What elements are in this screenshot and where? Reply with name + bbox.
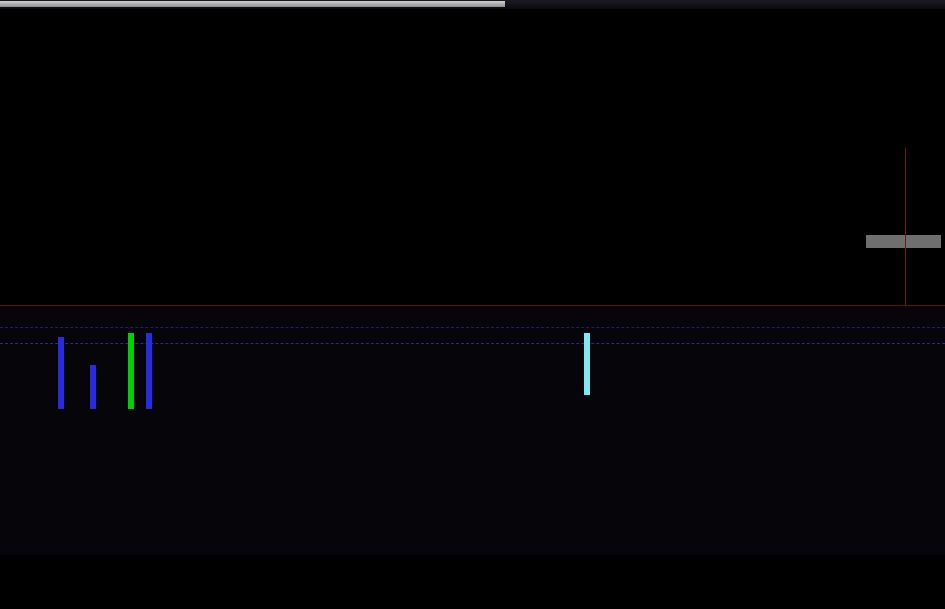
divergence-bar-blue-1 — [58, 337, 64, 409]
price-chart-panel[interactable] — [0, 9, 945, 305]
osc-top-dash-line — [0, 327, 945, 328]
panel-divider — [0, 305, 945, 306]
oscillator-curves — [0, 305, 945, 555]
title-bar-strip — [0, 1, 505, 7]
window-title-bar — [0, 0, 945, 9]
price-axis-line — [905, 148, 906, 306]
divergence-bar-green-1 — [128, 333, 134, 409]
candlestick-series — [0, 9, 905, 305]
divergence-bar-blue-3 — [146, 333, 152, 409]
oscillator-panel[interactable] — [0, 305, 945, 555]
divergence-bar-blue-2 — [90, 365, 96, 409]
price-axis[interactable] — [899, 9, 945, 305]
ribbon-footer — [0, 588, 945, 609]
cursor-highlight-bar — [866, 235, 941, 248]
osc-upper-dash-line — [0, 343, 945, 344]
signal-ribbon[interactable] — [0, 562, 945, 588]
divergence-bar-cyan-1 — [584, 333, 590, 395]
